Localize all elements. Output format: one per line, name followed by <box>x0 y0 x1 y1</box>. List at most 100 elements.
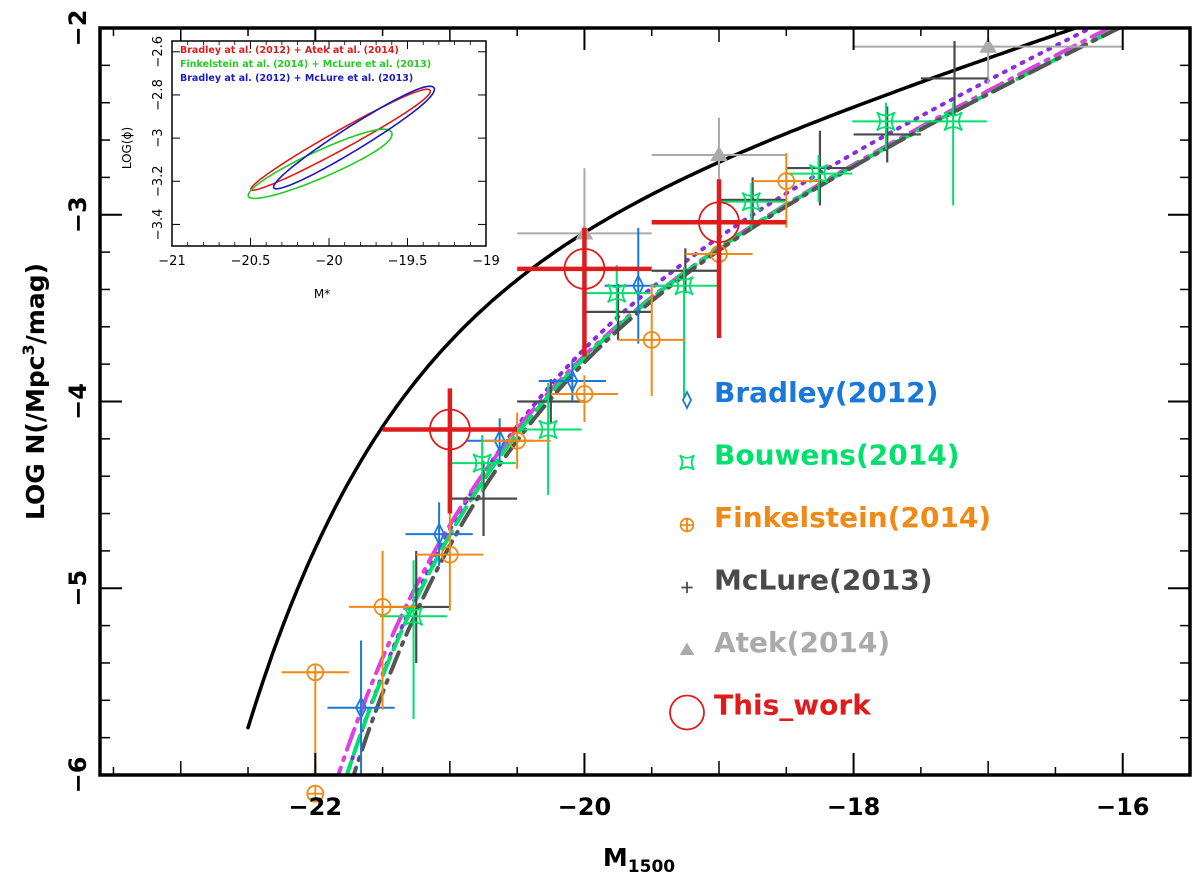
square-star-marker <box>538 419 558 440</box>
circle-plus-marker <box>575 385 594 403</box>
data-point-Finkelstein(2014) <box>483 412 551 469</box>
plus-marker <box>611 304 626 319</box>
y-tick-label: −5 <box>64 570 92 607</box>
data-point-Finkelstein(2014) <box>348 550 417 710</box>
diamond-marker <box>355 695 368 720</box>
data-point-McLure(2013) <box>719 177 787 223</box>
inset-legend-label: Bradley at al. (2012) + Atek at al. (201… <box>180 45 399 56</box>
legend-item: This_work <box>669 689 872 731</box>
legend-circle-plus-marker <box>679 517 695 533</box>
x-axis-label-main: M <box>603 843 628 872</box>
legend-item: Finkelstein(2014) <box>679 501 991 534</box>
data-point-Bouwens(2014) <box>784 154 853 202</box>
data-point-McLure(2013) <box>920 41 989 116</box>
circle-plus-marker <box>508 431 527 450</box>
data-point-Finkelstein(2014) <box>618 283 686 396</box>
data-point-Finkelstein(2014) <box>752 153 820 228</box>
circle-plus-marker <box>306 784 325 803</box>
green-contour <box>247 128 393 200</box>
circle-plus-marker <box>777 172 796 190</box>
data-point-Finkelstein(2014) <box>416 507 484 611</box>
data-point-Finkelstein(2014) <box>550 375 619 423</box>
plus-marker <box>678 263 693 278</box>
plus-marker <box>880 127 895 142</box>
y-axis-label-tail: /mag) <box>21 263 50 344</box>
data-point-Bradley(2012) <box>327 640 395 775</box>
data-point-Bouwens(2014) <box>650 267 718 398</box>
inset-y-axis-label: LOG(ϕ) <box>120 127 134 169</box>
data-point-This_work <box>517 227 652 357</box>
data-point-Bouwens(2014) <box>379 560 448 719</box>
open-circle-marker <box>563 248 606 290</box>
inset-x-tick-label: −20 <box>315 254 342 269</box>
plus-marker <box>543 394 558 409</box>
legend-label: Atek(2014) <box>714 626 890 659</box>
legend-diamond-marker <box>681 389 693 411</box>
square-star-marker <box>674 275 694 296</box>
square-star-marker <box>403 606 424 627</box>
gray-dash-dot-curve <box>351 28 1124 775</box>
legend-label: Finkelstein(2014) <box>714 501 991 534</box>
y-axis-label-sup: 3 <box>19 344 38 355</box>
inset-y-tick-label: −2.6 <box>151 36 166 68</box>
square-star-marker <box>943 111 963 132</box>
plus-marker <box>476 491 491 506</box>
triangle-marker <box>979 37 998 53</box>
open-circle-marker <box>698 201 740 244</box>
data-point-Bouwens(2014) <box>583 265 651 322</box>
legend-label: McLure(2013) <box>714 564 933 597</box>
legend-square-star-marker <box>679 454 695 471</box>
legend: Bradley(2012) Bouwens(2014) Finkelstein(20… <box>669 376 991 731</box>
y-axis-label-main: LOG N(/Mpc <box>21 355 50 520</box>
plus-marker <box>947 71 962 86</box>
inset-legend-label: Bradley at al. (2012) + McLure et al. (2… <box>180 73 413 84</box>
inset-x-tick-label: −20.5 <box>231 254 271 269</box>
blue-contour <box>272 85 436 190</box>
square-star-marker <box>741 191 762 212</box>
data-point-This_work <box>382 388 518 514</box>
data-point-Bouwens(2014) <box>852 102 920 150</box>
data-point-This_work <box>651 179 787 339</box>
data-point-Bouwens(2014) <box>514 382 582 495</box>
inset-y-tick-label: −2.8 <box>151 79 166 111</box>
x-tick-label: −16 <box>1096 793 1150 821</box>
legend-label: This_work <box>714 689 872 722</box>
square-star-marker <box>606 283 627 303</box>
points-layer <box>281 28 1123 803</box>
x-tick-label: −22 <box>289 793 343 821</box>
magenta-dash-dot-curve <box>336 28 1114 775</box>
open-circle-marker <box>428 408 471 451</box>
x-axis-label-sub: 1500 <box>628 857 675 877</box>
circle-plus-marker <box>440 545 459 564</box>
inset-x-axis-label: M* <box>314 287 330 301</box>
y-axis-label: LOG N(/Mpc3/mag) <box>19 263 50 520</box>
inset-y-tick-label: −3.4 <box>151 209 166 241</box>
triangle-marker <box>710 146 728 162</box>
legend-item: Atek(2014) <box>679 626 890 659</box>
circle-plus-marker <box>642 331 661 349</box>
diamond-marker <box>566 368 579 393</box>
inset-frame <box>171 40 487 247</box>
data-point-McLure(2013) <box>449 461 518 536</box>
circle-plus-marker <box>306 663 325 682</box>
legend-open-circle-marker <box>669 694 705 731</box>
inset-x-tick-label: −19.5 <box>388 254 428 269</box>
square-star-marker <box>808 163 829 184</box>
legend-item: Bradley(2012) <box>681 376 938 411</box>
inset-x-tick-label: −19 <box>472 254 499 269</box>
y-tick-label: −4 <box>64 383 92 420</box>
inset-legend-label: Finkelstein at al. (2014) + McLure et al… <box>180 59 431 70</box>
legend-plus-marker <box>681 581 693 594</box>
legend-item: Bouwens(2014) <box>679 439 960 472</box>
y-tick-label: −3 <box>64 196 92 233</box>
legend-label: Bouwens(2014) <box>714 439 960 472</box>
x-tick-label: −18 <box>827 793 881 821</box>
square-star-marker <box>876 111 896 132</box>
data-point-Bouwens(2014) <box>919 102 987 206</box>
inset-x-tick-label: −21 <box>158 254 185 269</box>
y-tick-label: −2 <box>64 10 92 47</box>
purple-dotted-curve <box>344 28 1095 775</box>
x-axis-label: M1500 <box>603 843 675 877</box>
square-star-marker <box>472 453 492 473</box>
